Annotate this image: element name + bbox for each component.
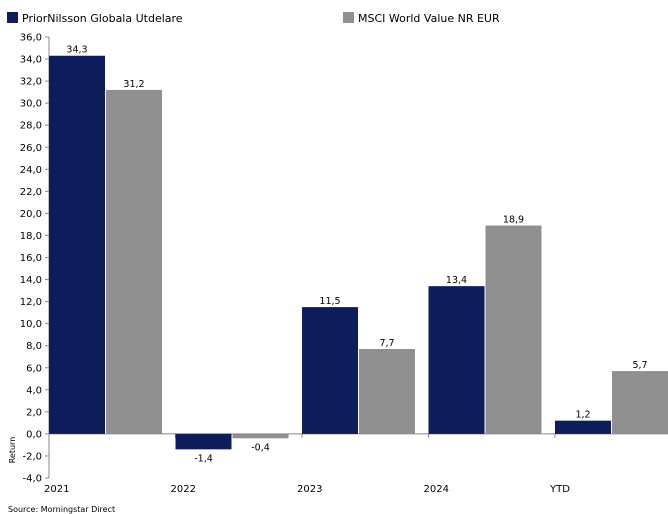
x-tick-label: 2024 bbox=[424, 484, 449, 495]
x-axis: 2021 2022 2023 2024 YTD bbox=[44, 433, 668, 495]
bars bbox=[49, 55, 668, 450]
legend-label-series-1: PriorNilsson Globala Utdelare bbox=[22, 12, 183, 25]
source-note: Source: Morningstar Direct bbox=[8, 505, 116, 514]
data-label: 18,9 bbox=[503, 215, 524, 226]
bar bbox=[359, 349, 415, 434]
y-tick-label: 30,0 bbox=[20, 99, 42, 110]
bar bbox=[428, 286, 485, 434]
y-tick-label: 10,0 bbox=[20, 319, 42, 330]
x-tick-label: 2022 bbox=[171, 484, 196, 495]
bar bbox=[612, 371, 668, 434]
x-tick-label: 2021 bbox=[44, 484, 69, 495]
y-axis-title: Return bbox=[8, 437, 17, 464]
y-tick-label: 18,0 bbox=[20, 231, 42, 242]
data-label: 7,7 bbox=[379, 338, 394, 349]
data-label: 11,5 bbox=[319, 296, 340, 307]
data-label: 13,4 bbox=[446, 275, 467, 286]
data-labels: 34,3 -1,4 11,5 13,4 1,2 31,2 -0,4 7,7 18,9 5,7 bbox=[66, 45, 647, 465]
y-tick-label: 28,0 bbox=[20, 121, 42, 132]
bar bbox=[175, 433, 232, 450]
legend-label-series-2: MSCI World Value NR EUR bbox=[358, 12, 500, 25]
y-tick-label: 22,0 bbox=[20, 187, 42, 198]
data-label: 31,2 bbox=[123, 79, 144, 90]
y-tick-label: 16,0 bbox=[20, 253, 42, 264]
y-tick-label: 14,0 bbox=[20, 275, 42, 286]
bar bbox=[49, 55, 105, 434]
data-label: 1,2 bbox=[575, 410, 590, 421]
y-axis: -4,0 -2,0 0,0 2,0 4,0 6,0 8,0 10,0 12,0 14,0 16,0 1… bbox=[20, 33, 50, 485]
legend-swatch-series-2 bbox=[343, 12, 354, 23]
y-tick-label: -4,0 bbox=[22, 474, 42, 485]
y-tick-label: 36,0 bbox=[20, 33, 42, 44]
x-tick-label: 2023 bbox=[297, 484, 322, 495]
bar bbox=[555, 420, 611, 434]
bar bbox=[302, 307, 358, 434]
y-tick-label: 34,0 bbox=[20, 55, 42, 66]
y-tick-label: 2,0 bbox=[26, 407, 42, 418]
bar bbox=[232, 433, 289, 439]
bar bbox=[485, 225, 542, 434]
y-tick-label: 8,0 bbox=[26, 341, 42, 352]
y-tick-label: 0,0 bbox=[26, 429, 42, 440]
y-tick-label: 12,0 bbox=[20, 297, 42, 308]
bar bbox=[106, 89, 162, 434]
data-label: -0,4 bbox=[251, 442, 270, 453]
legend: PriorNilsson Globala Utdelare MSCI World… bbox=[7, 12, 500, 25]
y-tick-label: 4,0 bbox=[26, 385, 42, 396]
y-tick-label: 32,0 bbox=[20, 77, 42, 88]
y-tick-label: 20,0 bbox=[20, 209, 42, 220]
y-tick-label: 24,0 bbox=[20, 165, 42, 176]
x-tick-label: YTD bbox=[549, 484, 570, 495]
y-tick-label: 26,0 bbox=[20, 143, 42, 154]
data-label: -1,4 bbox=[194, 453, 213, 464]
data-label: 34,3 bbox=[66, 45, 87, 56]
legend-swatch-series-1 bbox=[7, 12, 18, 23]
y-tick-label: -2,0 bbox=[22, 451, 42, 462]
y-tick-label: 6,0 bbox=[26, 363, 42, 374]
data-label: 5,7 bbox=[632, 360, 647, 371]
